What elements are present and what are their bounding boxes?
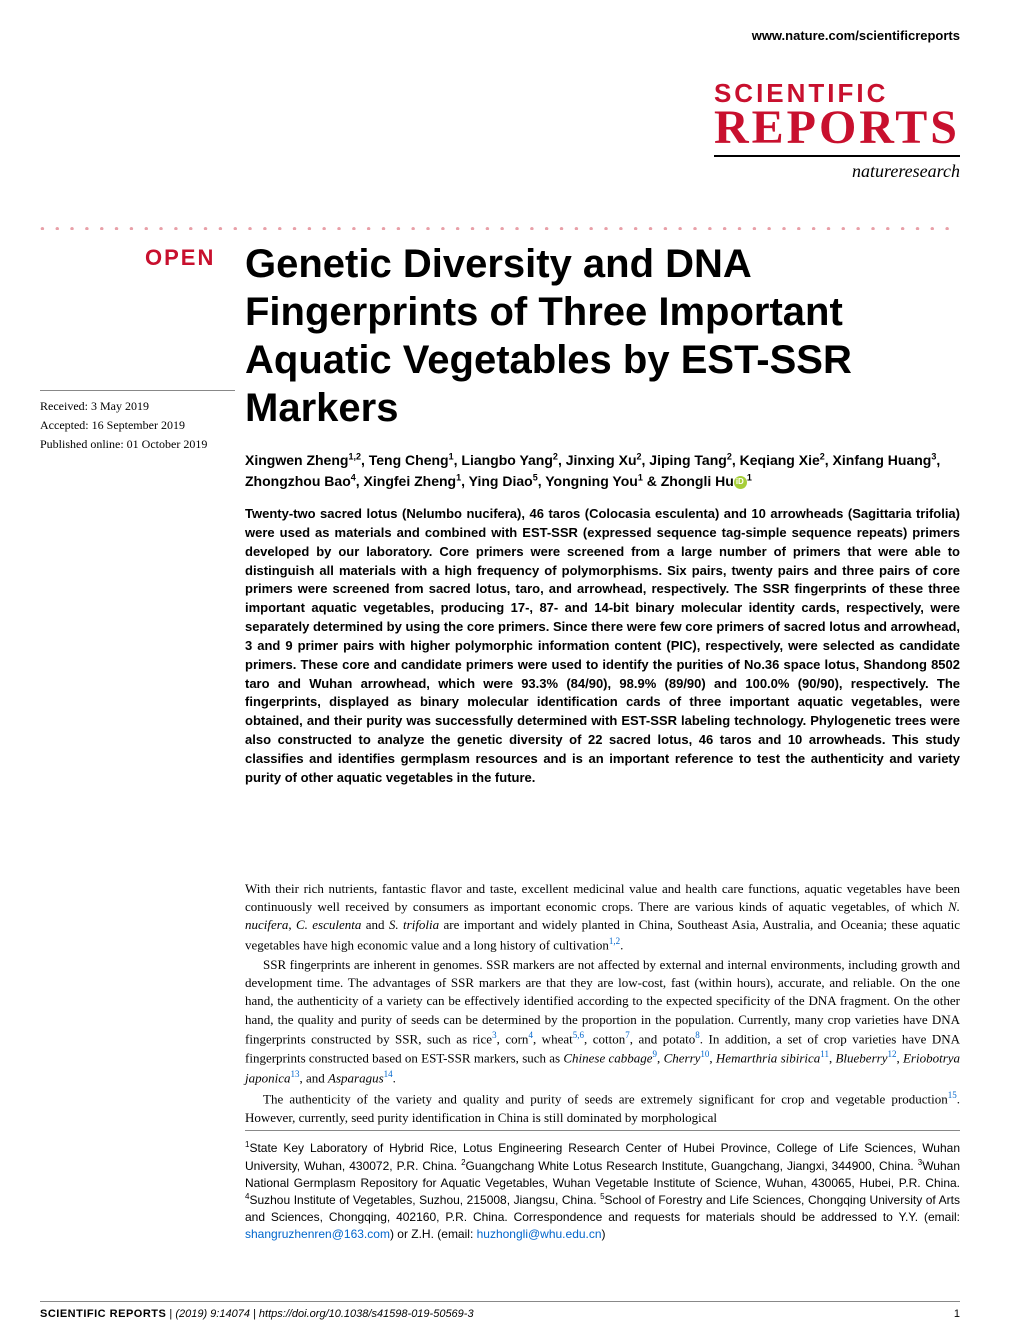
- logo-subbrand: natureresearch: [714, 161, 960, 182]
- abstract: Twenty-two sacred lotus (Nelumbo nucifer…: [245, 505, 960, 788]
- page-footer: SCIENTIFIC REPORTS | (2019) 9:14074 | ht…: [40, 1301, 960, 1320]
- footer-left: SCIENTIFIC REPORTS | (2019) 9:14074 | ht…: [40, 1308, 474, 1320]
- authors-final-sup: 1: [747, 472, 752, 482]
- body-para-3: The authenticity of the variety and qual…: [245, 1089, 960, 1127]
- date-published: Published online: 01 October 2019: [40, 435, 235, 454]
- orcid-icon: [734, 476, 747, 489]
- date-accepted: Accepted: 16 September 2019: [40, 416, 235, 435]
- body-para-2: SSR fingerprints are inherent in genomes…: [245, 956, 960, 1087]
- publication-dates: Received: 3 May 2019 Accepted: 16 Septem…: [40, 390, 235, 455]
- body-para-1: With their rich nutrients, fantastic fla…: [245, 880, 960, 954]
- open-access-badge: OPEN: [145, 245, 215, 271]
- footer-citation: (2019) 9:14074 | https://doi.org/10.1038…: [175, 1308, 473, 1320]
- authors-names: Xingwen Zheng1,2, Teng Cheng1, Liangbo Y…: [245, 452, 940, 489]
- header-url: www.nature.com/scientificreports: [752, 28, 960, 43]
- date-received: Received: 3 May 2019: [40, 397, 235, 416]
- journal-logo: SCIENTIFIC REPORTS natureresearch: [714, 80, 960, 182]
- dotted-rule: ● ● ● ● ● ● ● ● ● ● ● ● ● ● ● ● ● ● ● ● …: [40, 224, 960, 230]
- author-list: Xingwen Zheng1,2, Teng Cheng1, Liangbo Y…: [245, 450, 960, 492]
- logo-line2: REPORTS: [714, 106, 960, 149]
- footer-page-number: 1: [954, 1308, 960, 1320]
- footer-journal: SCIENTIFIC REPORTS: [40, 1308, 166, 1320]
- affiliations: 1State Key Laboratory of Hybrid Rice, Lo…: [245, 1130, 960, 1243]
- logo-divider: [714, 155, 960, 157]
- article-title: Genetic Diversity and DNA Fingerprints o…: [245, 240, 960, 432]
- body-text: With their rich nutrients, fantastic fla…: [245, 880, 960, 1129]
